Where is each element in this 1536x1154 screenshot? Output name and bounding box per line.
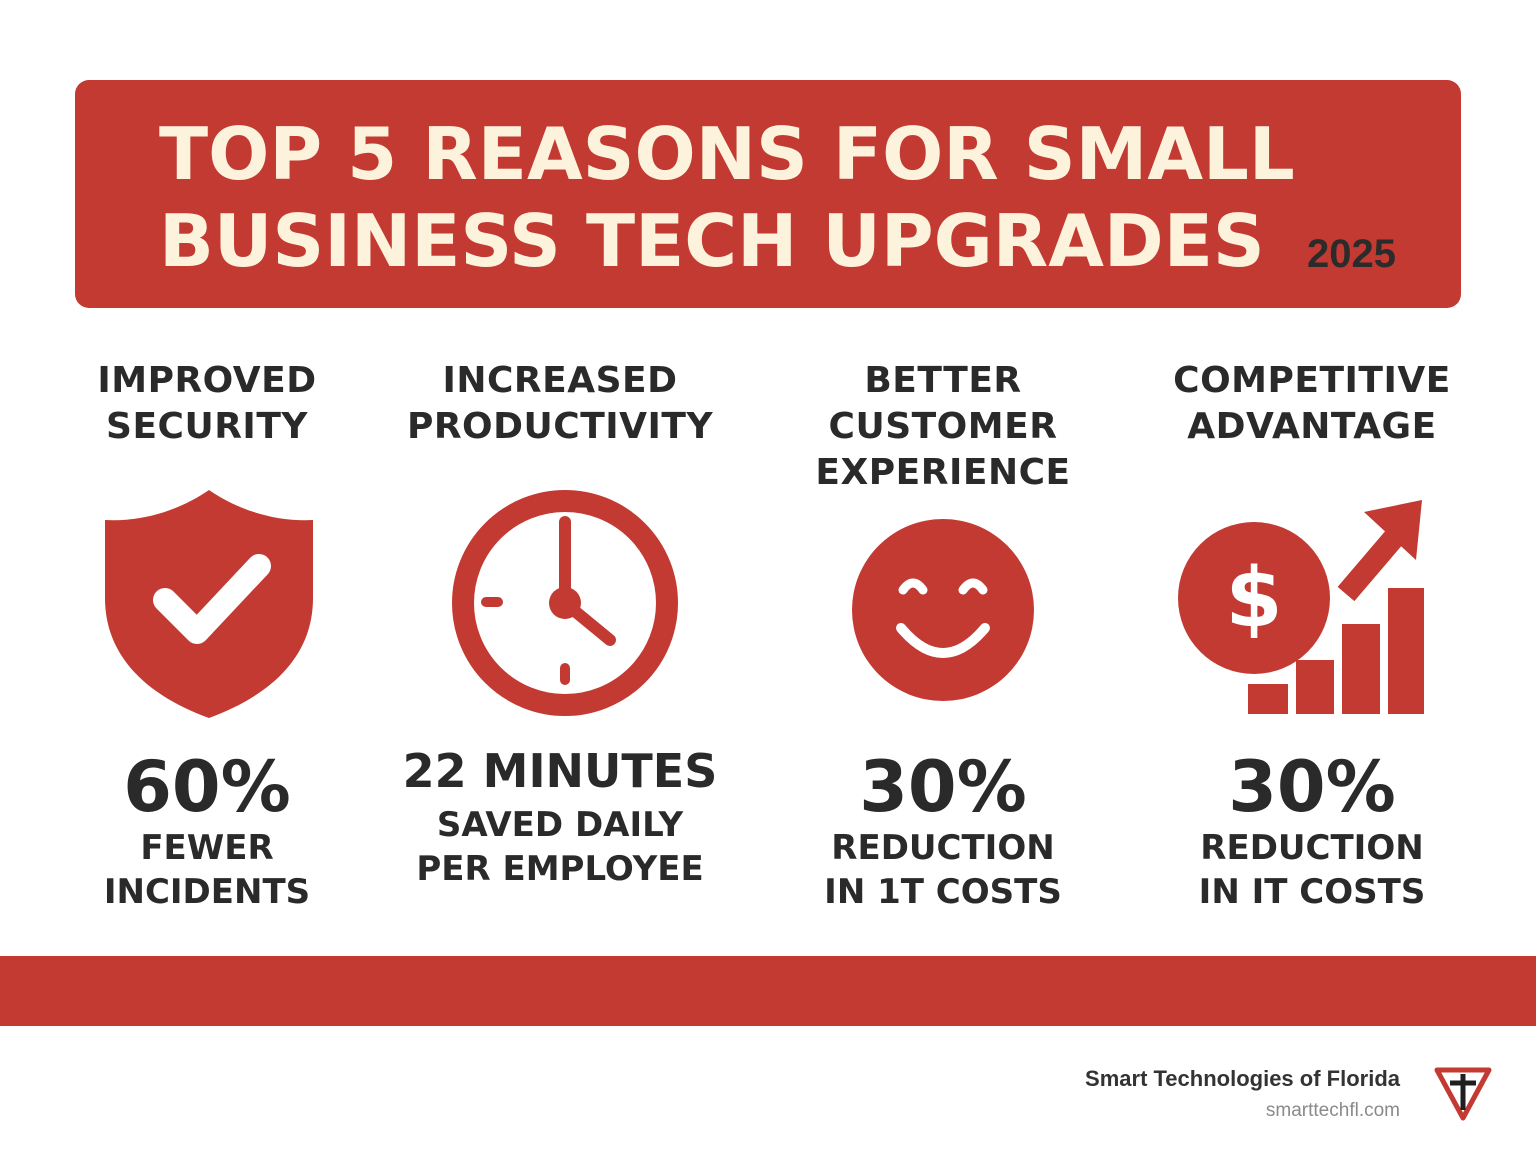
stat-detail: REDUCTION IN IT COSTS: [1198, 828, 1426, 912]
dollar-growth-icon: $: [1178, 500, 1424, 714]
reason-heading: INCREASED PRODUCTIVITY: [406, 360, 714, 447]
triangle-plus-logo-icon: [1434, 1067, 1492, 1121]
year-label: 2025: [1307, 232, 1396, 276]
smiley-face-icon: [852, 519, 1034, 701]
company-website: smarttechfl.com: [1265, 1100, 1400, 1121]
stat-detail: SAVED DAILY PER EMPLOYEE: [416, 805, 704, 889]
reason-heading: COMPETITIVE ADVANTAGE: [1173, 360, 1451, 447]
stat-value: 30%: [859, 746, 1027, 828]
title-banner: TOP 5 REASONS FOR SMALL BUSINESS TECH UP…: [75, 80, 1461, 308]
stat-detail: FEWER INCIDENTS: [103, 828, 311, 912]
reason-competitive-advantage: COMPETITIVE ADVANTAGE $ 30% REDUCTION IN…: [1132, 0, 1492, 1154]
stat-value: 60%: [123, 746, 291, 828]
reason-heading: IMPROVED SECURITY: [97, 360, 317, 447]
reason-increased-productivity: INCREASED PRODUCTIVITY 22 MINUTES SAVED …: [380, 0, 740, 1154]
stat-value: 22 MINUTES: [402, 744, 718, 798]
company-name: Smart Technologies of Florida: [1085, 1066, 1400, 1091]
reason-better-customer-experience: BETTER CUSTOMER EXPERIENCE 30% REDUCTION…: [763, 0, 1123, 1154]
shield-check-icon: [105, 490, 313, 718]
stat-detail: REDUCTION IN 1T COSTS: [824, 828, 1062, 912]
reason-heading: BETTER CUSTOMER EXPERIENCE: [815, 360, 1071, 493]
reason-improved-security: IMPROVED SECURITY 60% FEWER INCIDENTS: [27, 0, 387, 1154]
title-line-1: TOP 5 REASONS FOR SMALL: [159, 112, 1295, 196]
stat-value: 30%: [1228, 746, 1396, 828]
svg-text:$: $: [1225, 551, 1282, 646]
clock-icon: [452, 490, 678, 716]
footer-bar: [0, 956, 1536, 1026]
title-line-2: BUSINESS TECH UPGRADES: [159, 199, 1265, 283]
